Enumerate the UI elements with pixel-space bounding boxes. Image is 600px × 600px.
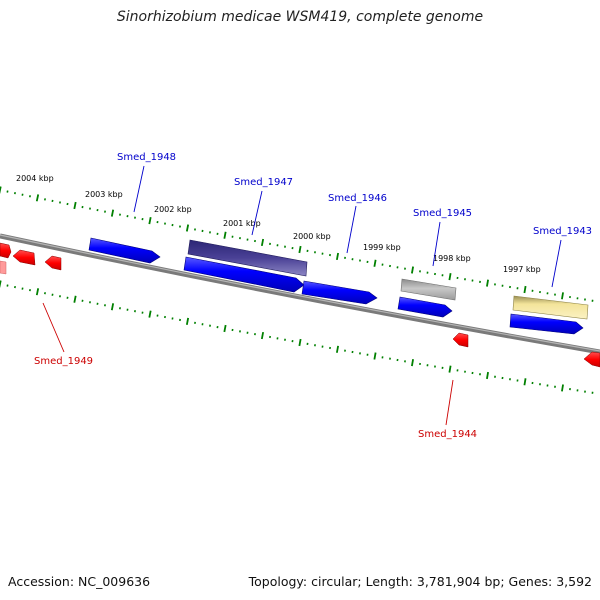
gene-arrow-forward[interactable] bbox=[397, 296, 453, 318]
outer-tick-track bbox=[0, 186, 594, 302]
major-tick bbox=[185, 317, 190, 325]
scale-label: 2001 kbp bbox=[223, 219, 261, 228]
major-tick bbox=[411, 359, 414, 367]
major-tick bbox=[223, 324, 227, 333]
scale-label: 2000 kbp bbox=[293, 232, 331, 241]
leader-line bbox=[432, 221, 441, 267]
major-tick bbox=[35, 194, 40, 202]
major-tick bbox=[260, 331, 265, 340]
scale-label: 1998 kbp bbox=[433, 254, 471, 263]
leader-line bbox=[346, 205, 357, 254]
major-tick bbox=[0, 280, 2, 288]
major-tick bbox=[73, 201, 77, 210]
page-title: Sinorhizobium medicae WSM419, complete g… bbox=[116, 9, 484, 25]
genome-backbone bbox=[0, 233, 600, 355]
gene-arrow-smed-1948[interactable] bbox=[88, 237, 161, 264]
major-tick bbox=[448, 273, 452, 281]
gene-label-smed-1947[interactable]: Smed_1947 bbox=[234, 177, 293, 188]
gene-label-smed-1948[interactable]: Smed_1948 bbox=[117, 152, 176, 163]
major-tick bbox=[373, 259, 377, 267]
inner-tick-track bbox=[0, 280, 594, 394]
gene-label-smed-1943[interactable]: Smed_1943 bbox=[533, 226, 592, 237]
forward-genes bbox=[88, 237, 589, 335]
major-tick bbox=[35, 288, 40, 296]
leader-line bbox=[445, 379, 454, 426]
major-tick bbox=[298, 245, 302, 254]
major-tick bbox=[148, 217, 152, 225]
major-tick bbox=[298, 338, 302, 347]
gene-arrow-smed-1946[interactable] bbox=[301, 280, 378, 305]
gene-arrow-reverse[interactable] bbox=[0, 242, 12, 259]
scale-label: 2002 kbp bbox=[154, 205, 192, 214]
gene-label-smed-1949[interactable]: Smed_1949 bbox=[34, 356, 93, 367]
gene-label-smed-1946[interactable]: Smed_1946 bbox=[328, 193, 387, 204]
major-tick bbox=[73, 295, 77, 303]
genome-backbone-highlight bbox=[0, 234, 600, 352]
leader-line bbox=[551, 239, 562, 288]
major-tick bbox=[110, 209, 115, 217]
scale-label: 1999 kbp bbox=[363, 243, 401, 252]
label-leaders bbox=[42, 165, 562, 426]
gene-arrow-reverse[interactable] bbox=[0, 260, 7, 275]
gene-arrow-smed-1947[interactable] bbox=[187, 239, 308, 277]
gene-label-smed-1944[interactable]: Smed_1944 bbox=[418, 429, 477, 440]
genome-summary: Topology: circular; Length: 3,781,904 bp… bbox=[248, 574, 592, 589]
accession-label: Accession: NC_009636 bbox=[8, 574, 151, 589]
leader-line bbox=[133, 165, 145, 213]
gene-arrow-forward[interactable] bbox=[183, 256, 305, 293]
major-tick bbox=[448, 365, 452, 373]
major-tick bbox=[561, 292, 564, 300]
scale-label: 1997 kbp bbox=[503, 265, 541, 274]
major-tick bbox=[223, 231, 227, 239]
major-tick bbox=[185, 224, 190, 232]
scale-labels: 2004 kbp 2003 kbp 2002 kbp 2001 kbp 2000… bbox=[16, 174, 541, 274]
reverse-genes bbox=[0, 242, 600, 368]
major-tick bbox=[335, 252, 340, 261]
gene-label-smed-1945[interactable]: Smed_1945 bbox=[413, 208, 472, 219]
gene-arrow-smed-1944[interactable] bbox=[452, 332, 469, 348]
gene-labels: Smed_1948 Smed_1947 Smed_1946 Smed_1945 … bbox=[34, 152, 592, 440]
major-tick bbox=[523, 285, 527, 294]
major-tick bbox=[523, 378, 527, 386]
gene-arrow-reverse[interactable] bbox=[12, 249, 36, 266]
major-tick bbox=[148, 310, 152, 318]
major-tick bbox=[561, 384, 564, 392]
leader-line bbox=[251, 190, 263, 236]
major-tick bbox=[260, 238, 265, 247]
major-tick bbox=[335, 345, 340, 353]
major-tick bbox=[486, 279, 489, 287]
major-tick bbox=[110, 303, 115, 311]
major-tick bbox=[373, 352, 377, 360]
scale-label: 2004 kbp bbox=[16, 174, 54, 183]
scale-label: 2003 kbp bbox=[85, 190, 123, 199]
gene-arrow-smed-1943[interactable] bbox=[512, 295, 589, 320]
major-tick bbox=[486, 371, 489, 380]
leader-line bbox=[42, 302, 65, 353]
major-tick bbox=[0, 186, 2, 194]
major-tick bbox=[411, 266, 414, 274]
gene-arrow-reverse[interactable] bbox=[44, 255, 62, 271]
gene-arrow-forward[interactable] bbox=[509, 313, 584, 335]
gene-arrow-smed-1945[interactable] bbox=[400, 278, 457, 301]
gene-arrow-reverse[interactable] bbox=[583, 351, 600, 368]
